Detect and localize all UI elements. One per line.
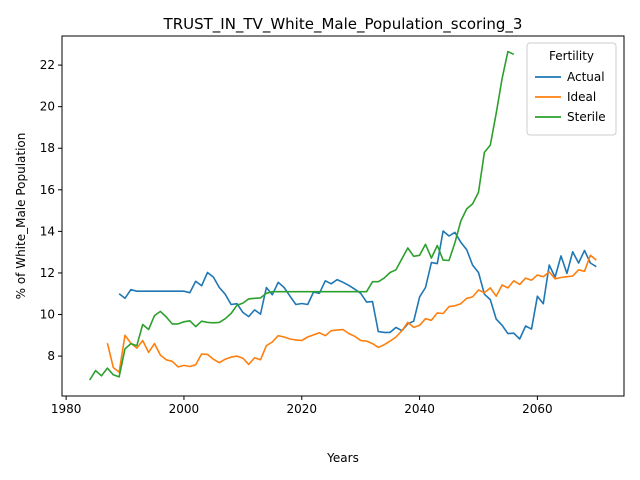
chart-title: TRUST_IN_TV_White_Male_Population_scorin… xyxy=(163,15,523,34)
y-tick-label: 22 xyxy=(40,58,55,72)
y-tick-label: 8 xyxy=(47,349,55,363)
y-tick-label: 12 xyxy=(40,266,55,280)
y-tick-label: 18 xyxy=(40,141,55,155)
legend-label-actual: Actual xyxy=(567,70,605,84)
legend-label-ideal: Ideal xyxy=(567,90,596,104)
x-tick-label: 1980 xyxy=(51,402,82,416)
x-tick-label: 2020 xyxy=(286,402,317,416)
plot-frame xyxy=(61,35,625,397)
x-tick-label: 2060 xyxy=(522,402,553,416)
x-tick-label: 2000 xyxy=(169,402,200,416)
x-axis: 1980 2000 2020 2040 2060 xyxy=(51,396,553,416)
plot-area xyxy=(89,50,597,381)
y-tick-label: 14 xyxy=(40,224,55,238)
series-line-actual xyxy=(118,230,597,340)
legend-label-sterile: Sterile xyxy=(567,110,606,124)
y-axis-label: % of White_Male Population xyxy=(14,133,28,300)
y-tick-label: 16 xyxy=(40,183,55,197)
series-line-ideal xyxy=(106,254,597,374)
legend: Fertility Actual Ideal Sterile xyxy=(526,42,617,136)
x-axis-label: Years xyxy=(326,451,359,465)
y-axis: 8 10 12 14 16 18 20 22 xyxy=(40,58,62,363)
y-tick-label: 10 xyxy=(40,308,55,322)
y-tick-label: 20 xyxy=(40,100,55,114)
series-line-sterile xyxy=(89,50,515,381)
legend-title: Fertility xyxy=(549,49,594,63)
legend-box xyxy=(526,42,617,136)
x-tick-label: 2040 xyxy=(404,402,435,416)
